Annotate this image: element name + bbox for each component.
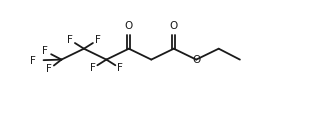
Text: F: F bbox=[30, 55, 36, 65]
Text: F: F bbox=[46, 64, 52, 74]
Text: F: F bbox=[90, 63, 96, 73]
Text: F: F bbox=[95, 35, 100, 45]
Text: F: F bbox=[42, 46, 48, 56]
Text: O: O bbox=[125, 21, 133, 31]
Text: O: O bbox=[170, 21, 178, 31]
Text: O: O bbox=[192, 55, 200, 65]
Text: F: F bbox=[117, 63, 123, 73]
Text: F: F bbox=[67, 35, 73, 45]
